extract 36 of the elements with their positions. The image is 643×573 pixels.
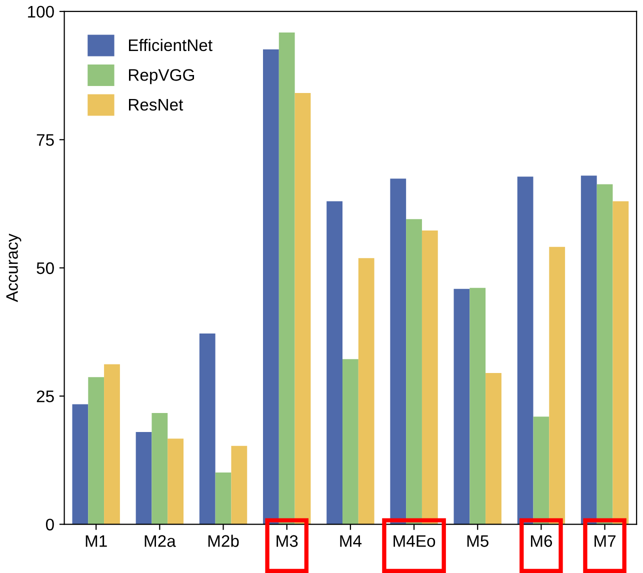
x-tick-label: M6: [530, 535, 552, 547]
y-axis-title: Accuracy: [6, 234, 22, 302]
x-tick-label: M1: [86, 535, 107, 547]
bar: [326, 201, 342, 524]
bar: [199, 334, 216, 524]
legend-label: RepVGG: [129, 69, 194, 84]
y-tick-label: 100: [28, 6, 54, 18]
x-tick-label: M7: [594, 535, 616, 547]
bar: [486, 373, 502, 524]
y-tick-label: 75: [36, 134, 54, 146]
bar: [168, 438, 184, 524]
bar: [470, 288, 486, 524]
bar: [72, 404, 88, 524]
bar: [358, 258, 374, 524]
bar: [231, 446, 248, 524]
bar: [88, 377, 104, 524]
bar: [422, 230, 438, 524]
bar: [136, 432, 152, 524]
bar: [215, 472, 232, 524]
legend-label: EfficientNet: [129, 38, 212, 52]
y-tick-label: 0: [46, 518, 54, 530]
x-tick-label: M3: [276, 535, 298, 547]
x-tick-label: M4: [340, 535, 362, 547]
y-tick-label: 25: [36, 390, 54, 402]
bar: [390, 178, 406, 524]
bar: [152, 413, 168, 524]
x-tick-label: M5: [467, 535, 488, 547]
bar: [342, 359, 358, 524]
x-tick-label: M2a: [144, 535, 176, 547]
bar: [454, 288, 470, 524]
x-tick-label: M2b: [208, 534, 239, 547]
bar: [104, 364, 120, 524]
legend-label: ResNet: [129, 98, 184, 111]
x-tick-label: M4Eo: [394, 535, 436, 547]
bar: [406, 219, 422, 524]
y-tick-label: 50: [36, 262, 54, 274]
